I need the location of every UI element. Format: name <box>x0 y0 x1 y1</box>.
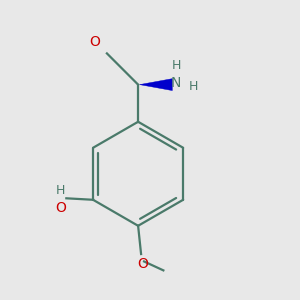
Text: O: O <box>55 201 66 215</box>
Text: H: H <box>56 184 65 196</box>
Text: O: O <box>89 35 100 49</box>
Text: N: N <box>171 76 181 90</box>
Text: H: H <box>172 59 181 72</box>
Text: O: O <box>137 257 148 271</box>
Polygon shape <box>140 79 172 91</box>
Text: H: H <box>189 80 198 93</box>
